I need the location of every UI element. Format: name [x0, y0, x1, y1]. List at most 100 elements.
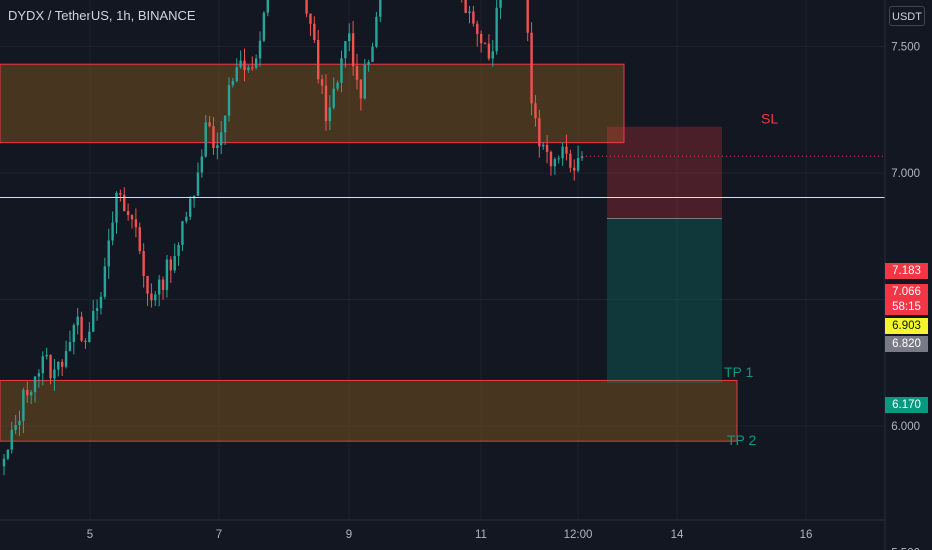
candle[interactable]	[355, 53, 359, 90]
candle[interactable]	[320, 74, 324, 94]
candle[interactable]	[348, 23, 351, 52]
candle[interactable]	[157, 275, 161, 307]
candle[interactable]	[336, 80, 339, 91]
candle[interactable]	[72, 323, 76, 355]
candle[interactable]	[309, 13, 312, 36]
candle[interactable]	[188, 196, 192, 221]
candle[interactable]	[534, 95, 537, 127]
candle[interactable]	[569, 149, 572, 173]
candle[interactable]	[2, 454, 6, 476]
candle[interactable]	[231, 77, 235, 88]
candle[interactable]	[464, 0, 467, 14]
candle[interactable]	[126, 203, 130, 221]
candle[interactable]	[530, 22, 533, 116]
candle[interactable]	[479, 30, 483, 53]
candle[interactable]	[57, 361, 60, 377]
candle[interactable]	[487, 34, 491, 61]
candle[interactable]	[363, 59, 366, 100]
candle[interactable]	[99, 292, 103, 315]
candle[interactable]	[84, 338, 87, 349]
candle[interactable]	[68, 330, 72, 352]
candle[interactable]	[243, 48, 246, 82]
candle[interactable]	[379, 0, 382, 23]
candle[interactable]	[317, 29, 320, 84]
candle[interactable]	[220, 120, 223, 155]
candle[interactable]	[239, 50, 242, 69]
candle[interactable]	[324, 74, 328, 131]
candle[interactable]	[468, 5, 471, 24]
candle[interactable]	[111, 211, 114, 246]
candle[interactable]	[340, 50, 343, 93]
candle[interactable]	[204, 115, 207, 158]
candle[interactable]	[103, 257, 107, 300]
candle[interactable]	[115, 191, 118, 234]
candle[interactable]	[10, 421, 13, 454]
candle[interactable]	[344, 41, 347, 68]
candle[interactable]	[266, 0, 269, 17]
candle[interactable]	[33, 376, 37, 403]
candle[interactable]	[538, 109, 541, 158]
candle[interactable]	[542, 142, 545, 150]
candle[interactable]	[472, 5, 475, 27]
candle[interactable]	[165, 254, 169, 298]
candle[interactable]	[247, 65, 250, 73]
currency-button[interactable]: USDT	[889, 6, 925, 26]
candle[interactable]	[64, 340, 68, 369]
candle[interactable]	[95, 299, 99, 321]
candle[interactable]	[216, 132, 219, 160]
take-profit-area[interactable]	[607, 218, 722, 383]
candle[interactable]	[549, 150, 553, 176]
candle[interactable]	[185, 211, 188, 224]
candle[interactable]	[150, 283, 153, 308]
candle[interactable]	[196, 162, 200, 197]
candle[interactable]	[573, 159, 576, 181]
candle[interactable]	[80, 311, 83, 343]
candle[interactable]	[130, 214, 134, 229]
candle[interactable]	[576, 145, 580, 173]
candle[interactable]	[22, 387, 25, 434]
candle[interactable]	[76, 308, 79, 335]
candle[interactable]	[181, 220, 184, 251]
candle[interactable]	[142, 243, 145, 288]
candle[interactable]	[526, 0, 529, 42]
stop-loss-area[interactable]	[607, 126, 722, 219]
candle[interactable]	[177, 242, 180, 266]
price-zone[interactable]	[0, 379, 738, 442]
candle[interactable]	[262, 11, 266, 43]
candle[interactable]	[359, 79, 363, 111]
candle[interactable]	[92, 299, 95, 333]
candle[interactable]	[14, 414, 17, 435]
candle[interactable]	[37, 369, 41, 388]
candle[interactable]	[235, 58, 238, 83]
candle[interactable]	[561, 142, 564, 166]
candle[interactable]	[53, 359, 56, 391]
candle[interactable]	[45, 347, 48, 360]
candle[interactable]	[328, 95, 332, 131]
candle[interactable]	[208, 115, 211, 128]
candle[interactable]	[60, 359, 64, 376]
candle[interactable]	[173, 243, 176, 274]
candle[interactable]	[169, 256, 173, 283]
candle[interactable]	[26, 381, 29, 403]
candle[interactable]	[351, 20, 355, 76]
candle[interactable]	[375, 11, 378, 49]
candle[interactable]	[313, 16, 316, 44]
candle[interactable]	[371, 42, 374, 62]
candle[interactable]	[367, 59, 370, 72]
candle[interactable]	[332, 77, 335, 110]
candle[interactable]	[154, 291, 157, 306]
price-zone[interactable]	[0, 63, 625, 144]
candle[interactable]	[565, 134, 568, 161]
candle[interactable]	[41, 351, 44, 386]
candle[interactable]	[123, 187, 126, 212]
candle[interactable]	[227, 77, 231, 122]
candle[interactable]	[200, 149, 204, 178]
candle[interactable]	[29, 390, 33, 404]
candle[interactable]	[476, 20, 479, 47]
candle[interactable]	[88, 322, 91, 343]
candle[interactable]	[107, 228, 110, 279]
candle[interactable]	[491, 40, 494, 67]
candle[interactable]	[499, 0, 502, 19]
candle[interactable]	[134, 208, 138, 238]
